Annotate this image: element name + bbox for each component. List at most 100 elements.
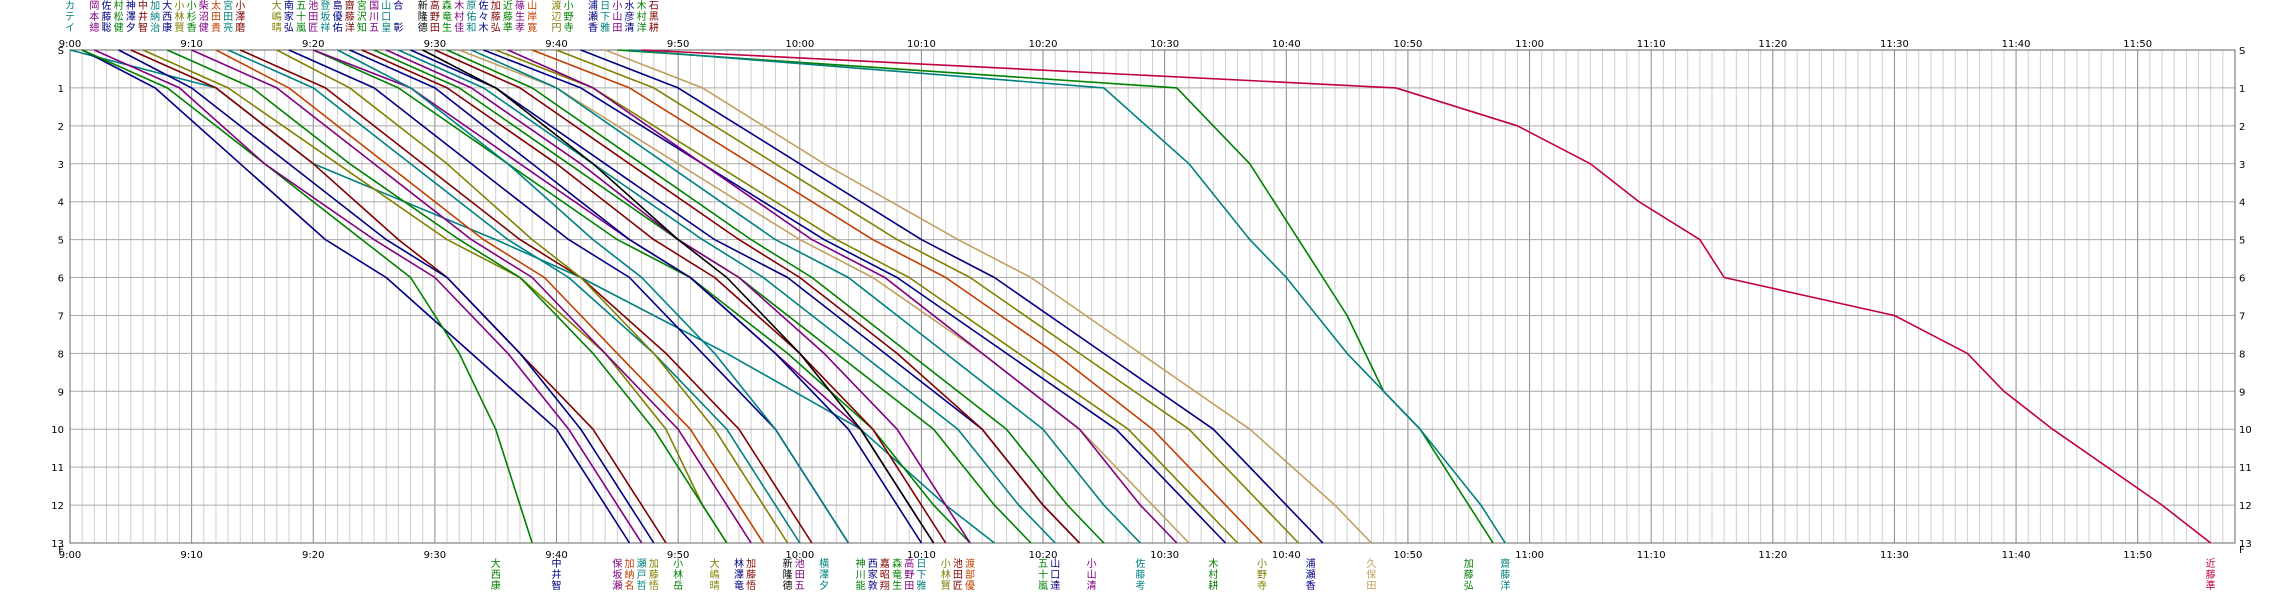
bottom-name-char: 寺 <box>1257 580 1267 592</box>
bottom-name-char: 保 <box>1366 568 1376 581</box>
top-name-char: 聡 <box>101 21 111 34</box>
time-tick-label-top: 10:40 <box>1272 39 1301 50</box>
time-tick-label-top: 9:00 <box>59 39 81 50</box>
bottom-name-char: 齋 <box>1500 557 1510 570</box>
top-name-char: 康 <box>162 21 172 34</box>
top-name-char: 南 <box>284 0 294 12</box>
time-tick-label-bottom: 9:00 <box>59 550 81 561</box>
bottom-name-char: 下 <box>916 570 926 581</box>
top-name-char: 沢 <box>357 10 367 23</box>
bottom-name-char: 浦 <box>1306 557 1316 570</box>
top-name-char: 村 <box>114 0 124 12</box>
bottom-name-char: 村 <box>1208 568 1218 581</box>
finish-label-right: F <box>2239 545 2245 556</box>
top-name-char: 磨 <box>235 22 245 34</box>
runner-series-line <box>604 49 1372 544</box>
bottom-name-char: 名 <box>624 579 634 592</box>
time-tick-label-bottom: 11:00 <box>1515 550 1544 561</box>
bottom-name-char: 木 <box>1208 558 1218 570</box>
bottom-name-char: 竜 <box>734 579 744 592</box>
bottom-name-char: 藤 <box>1464 569 1474 581</box>
top-name-char: 佳 <box>454 21 464 34</box>
bottom-name-char: 大 <box>710 557 720 570</box>
bottom-name-char: 嘉 <box>880 557 890 570</box>
top-name-char: 嶋 <box>272 10 282 23</box>
checkpoint-label-right: 10 <box>2239 425 2252 436</box>
finish-label-left: F <box>58 545 64 556</box>
top-name-char: 藤 <box>345 11 355 23</box>
runner-series-line <box>276 49 789 544</box>
top-name-char: 齋 <box>345 0 355 12</box>
bottom-name-char: 悟 <box>746 579 756 592</box>
top-name-char: 辺 <box>552 11 562 23</box>
top-name-char: 佑 <box>466 10 476 23</box>
top-name-char: 浦 <box>588 0 598 12</box>
top-name-char: 太 <box>211 0 221 12</box>
top-name-char: 小 <box>187 0 197 12</box>
top-name-char: 祥 <box>320 21 330 34</box>
top-name-char: 總 <box>89 21 99 34</box>
checkpoint-label-left: 7 <box>58 311 64 322</box>
checkpoint-label-left: 3 <box>58 160 64 171</box>
top-name-char: 々 <box>479 11 489 23</box>
checkpoint-label-right: 3 <box>2239 160 2245 171</box>
bottom-name-char: 野 <box>904 569 914 581</box>
runner-series-line <box>580 49 1324 544</box>
top-name-char: 木 <box>454 0 464 12</box>
top-name-char: 十 <box>296 10 306 23</box>
top-name-char: 田 <box>223 12 233 23</box>
top-name-char: 水 <box>624 0 634 12</box>
runner-series-line <box>349 49 923 544</box>
top-name-char: 池 <box>308 0 318 12</box>
top-name-char: 清 <box>624 21 634 34</box>
bottom-name-char: 達 <box>1050 580 1060 592</box>
top-name-char: 香 <box>588 22 598 34</box>
top-name-char: 村 <box>637 10 647 23</box>
runner-series-line <box>434 49 1081 544</box>
checkpoint-label-left: 2 <box>58 122 64 133</box>
top-name-char: 澤 <box>126 11 136 23</box>
time-tick-label-top: 11:50 <box>2123 39 2152 50</box>
bottom-name-char: 田 <box>1366 581 1376 592</box>
series-layer <box>69 49 2212 544</box>
top-name-char: 柴 <box>199 0 209 12</box>
bottom-name-char: 藤 <box>649 569 659 581</box>
bottom-name-char: 森 <box>892 557 902 570</box>
bottom-name-char: 大 <box>491 557 501 570</box>
top-name-char: 山 <box>527 0 537 12</box>
bottom-name-char: 林 <box>941 568 951 581</box>
top-name-char: 下 <box>600 12 610 23</box>
checkpoint-label-right: 4 <box>2239 198 2245 209</box>
time-tick-label-top: 11:00 <box>1515 39 1544 50</box>
bottom-name-char: 近 <box>2206 557 2216 570</box>
checkpoint-label-left: 6 <box>58 274 64 285</box>
top-name-char: 小 <box>174 0 184 12</box>
bottom-name-char: 渡 <box>965 557 975 570</box>
bottom-name-char: 坂 <box>612 569 622 581</box>
bottom-name-char: 林 <box>673 568 683 581</box>
checkpoint-label-left: 11 <box>51 463 64 474</box>
bottom-name-char: 井 <box>552 568 562 581</box>
top-name-char: 高 <box>430 0 440 12</box>
bottom-name-char: 西 <box>491 570 501 581</box>
top-name-char: 山 <box>381 0 391 12</box>
checkpoint-label-right: 1 <box>2239 84 2245 95</box>
bottom-name-char: 洋 <box>1500 579 1510 592</box>
top-name-char: 賢 <box>174 22 184 34</box>
top-name-char: 篠 <box>515 0 525 12</box>
top-name-char: 森 <box>442 0 452 12</box>
top-name-char: 準 <box>503 21 513 34</box>
bottom-name-char: 保 <box>612 557 622 570</box>
time-tick-label-bottom: 11:30 <box>1880 550 1909 561</box>
bottom-name-char: 小 <box>941 558 951 570</box>
checkpoint-label-left: 4 <box>58 198 64 209</box>
bottom-name-char: 耕 <box>1208 579 1218 592</box>
bottom-name-char: 藤 <box>1500 569 1510 581</box>
bottom-name-char: 小 <box>1257 558 1267 570</box>
bottom-name-char: 口 <box>1050 570 1060 581</box>
bottom-name-char: 瀬 <box>612 580 622 592</box>
top-name-char: 宮 <box>223 0 233 12</box>
top-name-char: 洋 <box>345 21 355 34</box>
top-name-char: 合 <box>393 0 403 12</box>
